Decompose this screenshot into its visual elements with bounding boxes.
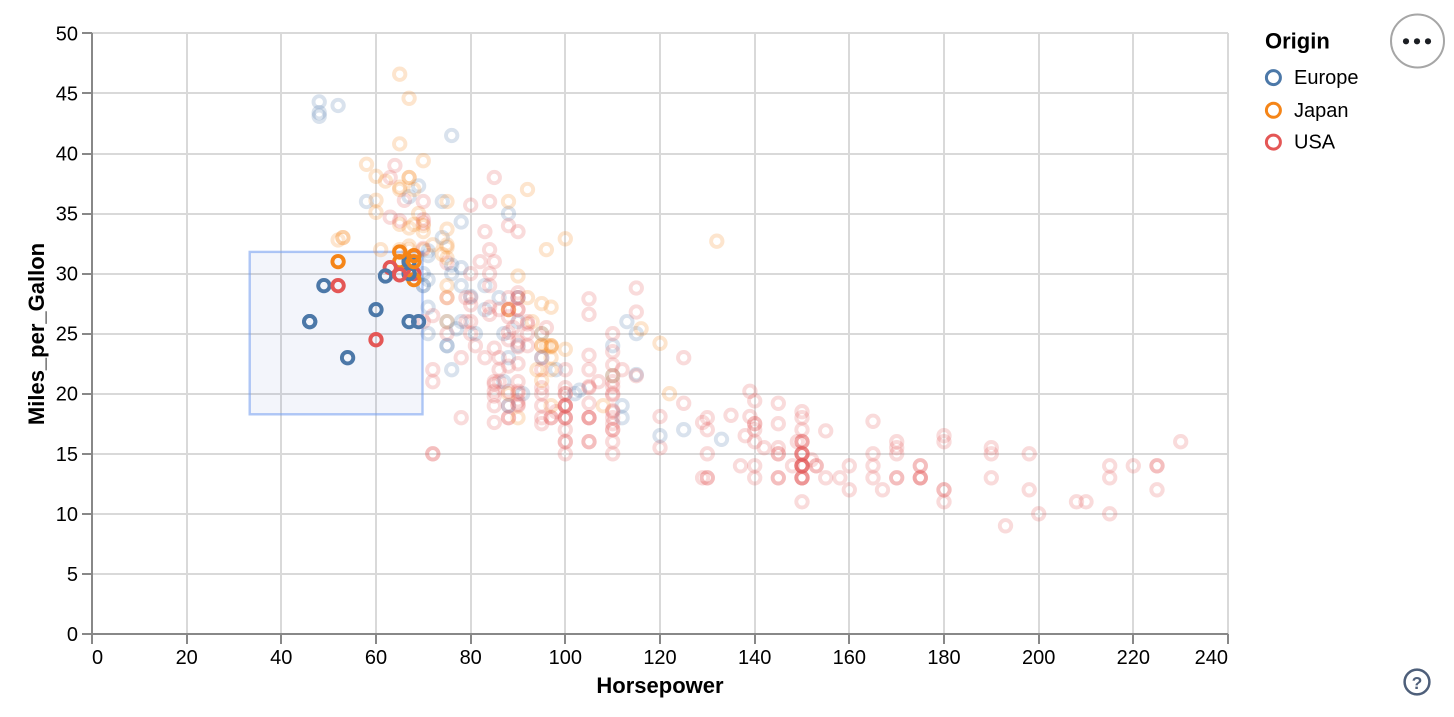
svg-text:0: 0 — [67, 624, 78, 646]
svg-text:10: 10 — [56, 504, 78, 526]
svg-text:50: 50 — [56, 23, 78, 45]
svg-text:160: 160 — [833, 647, 866, 669]
svg-text:15: 15 — [56, 444, 78, 466]
svg-text:80: 80 — [460, 647, 482, 669]
svg-text:Horsepower: Horsepower — [596, 673, 724, 698]
svg-text:Origin: Origin — [1265, 28, 1330, 53]
svg-text:40: 40 — [270, 647, 292, 669]
svg-text:0: 0 — [92, 647, 103, 669]
svg-text:USA: USA — [1294, 132, 1336, 154]
svg-text:45: 45 — [56, 83, 78, 105]
svg-text:240: 240 — [1195, 647, 1228, 669]
svg-text:20: 20 — [176, 647, 198, 669]
svg-text:200: 200 — [1022, 647, 1055, 669]
svg-text:30: 30 — [56, 264, 78, 286]
svg-text:25: 25 — [56, 324, 78, 346]
svg-text:60: 60 — [365, 647, 387, 669]
svg-text:140: 140 — [738, 647, 771, 669]
svg-text:5: 5 — [67, 564, 78, 586]
svg-text:Europe: Europe — [1294, 67, 1359, 89]
svg-text:40: 40 — [56, 144, 78, 166]
svg-text:100: 100 — [549, 647, 582, 669]
svg-text:20: 20 — [56, 384, 78, 406]
svg-text:35: 35 — [56, 204, 78, 226]
svg-text:Japan: Japan — [1294, 100, 1349, 122]
svg-text:120: 120 — [643, 647, 676, 669]
svg-text:180: 180 — [927, 647, 960, 669]
svg-text:220: 220 — [1117, 647, 1150, 669]
svg-text:?: ? — [1412, 673, 1423, 693]
svg-text:Miles_per_Gallon: Miles_per_Gallon — [24, 243, 49, 425]
